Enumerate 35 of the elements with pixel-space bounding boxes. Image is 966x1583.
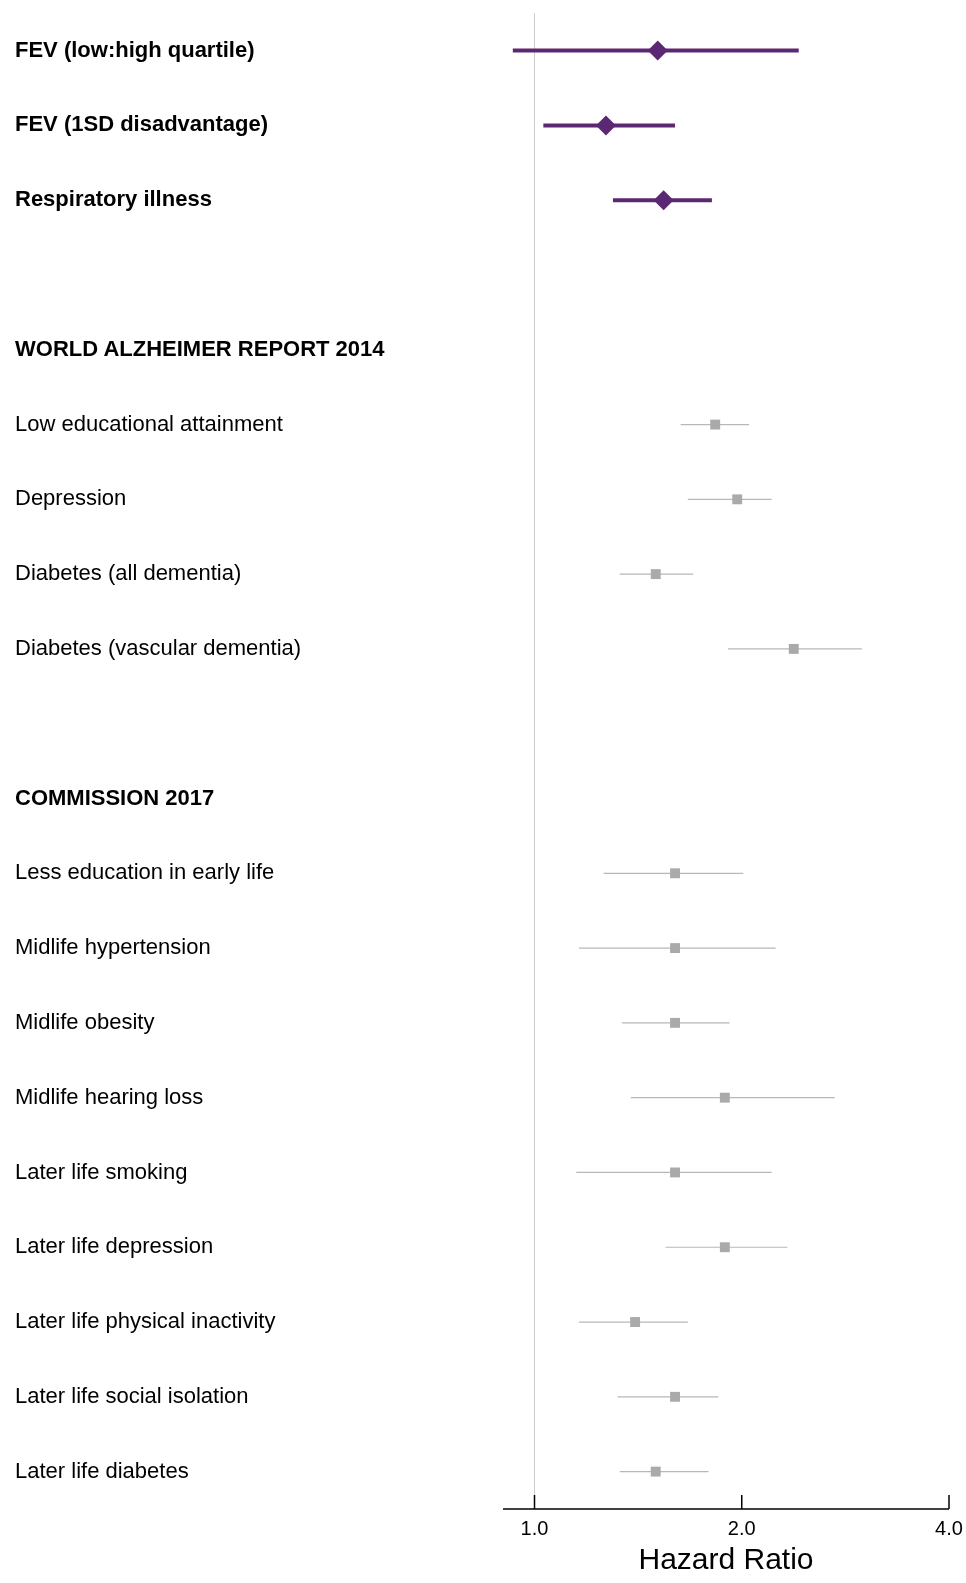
- point: [650, 569, 661, 580]
- x-axis-title: Hazard Ratio: [638, 1542, 814, 1576]
- point: [710, 419, 721, 430]
- point: [647, 40, 668, 61]
- point: [670, 1167, 680, 1178]
- point: [719, 1092, 730, 1103]
- y-tick-label: Midlife hearing loss: [15, 1083, 204, 1109]
- point: [670, 1391, 680, 1402]
- y-tick-label: Diabetes (all dementia): [15, 560, 242, 586]
- y-tick-label: Later life physical inactivity: [15, 1308, 276, 1334]
- point: [670, 868, 680, 879]
- point: [653, 190, 674, 211]
- y-tick-label: FEV (1SD disadvantage): [15, 111, 269, 137]
- point: [719, 1242, 730, 1253]
- y-tick-label: COMMISSION 2017: [15, 784, 215, 810]
- x-tick-label: 1.0: [520, 1516, 549, 1539]
- x-tick-label: 2.0: [727, 1516, 756, 1539]
- y-tick-label: Later life depression: [15, 1233, 214, 1259]
- y-tick-label: Midlife obesity: [15, 1008, 155, 1034]
- y-tick-label: Low educational attainment: [15, 410, 283, 436]
- y-tick-label: WORLD ALZHEIMER REPORT 2014: [15, 335, 386, 361]
- y-tick-label: Later life social isolation: [15, 1382, 249, 1408]
- y-tick-label: FEV (low:high quartile): [15, 36, 255, 62]
- point: [650, 1466, 661, 1477]
- y-tick-label: Less education in early life: [15, 859, 275, 885]
- y-tick-label: Diabetes (vascular dementia): [15, 634, 302, 660]
- y-tick-label: Respiratory illness: [15, 186, 212, 212]
- point: [670, 1017, 680, 1028]
- y-tick-label: Depression: [15, 485, 127, 511]
- y-tick-label: Later life smoking: [15, 1158, 188, 1184]
- x-tick-label: 4.0: [935, 1516, 963, 1539]
- point: [732, 494, 743, 505]
- y-tick-label: Later life diabetes: [15, 1457, 189, 1483]
- point: [670, 943, 680, 954]
- y-tick-label: Midlife hypertension: [15, 934, 211, 960]
